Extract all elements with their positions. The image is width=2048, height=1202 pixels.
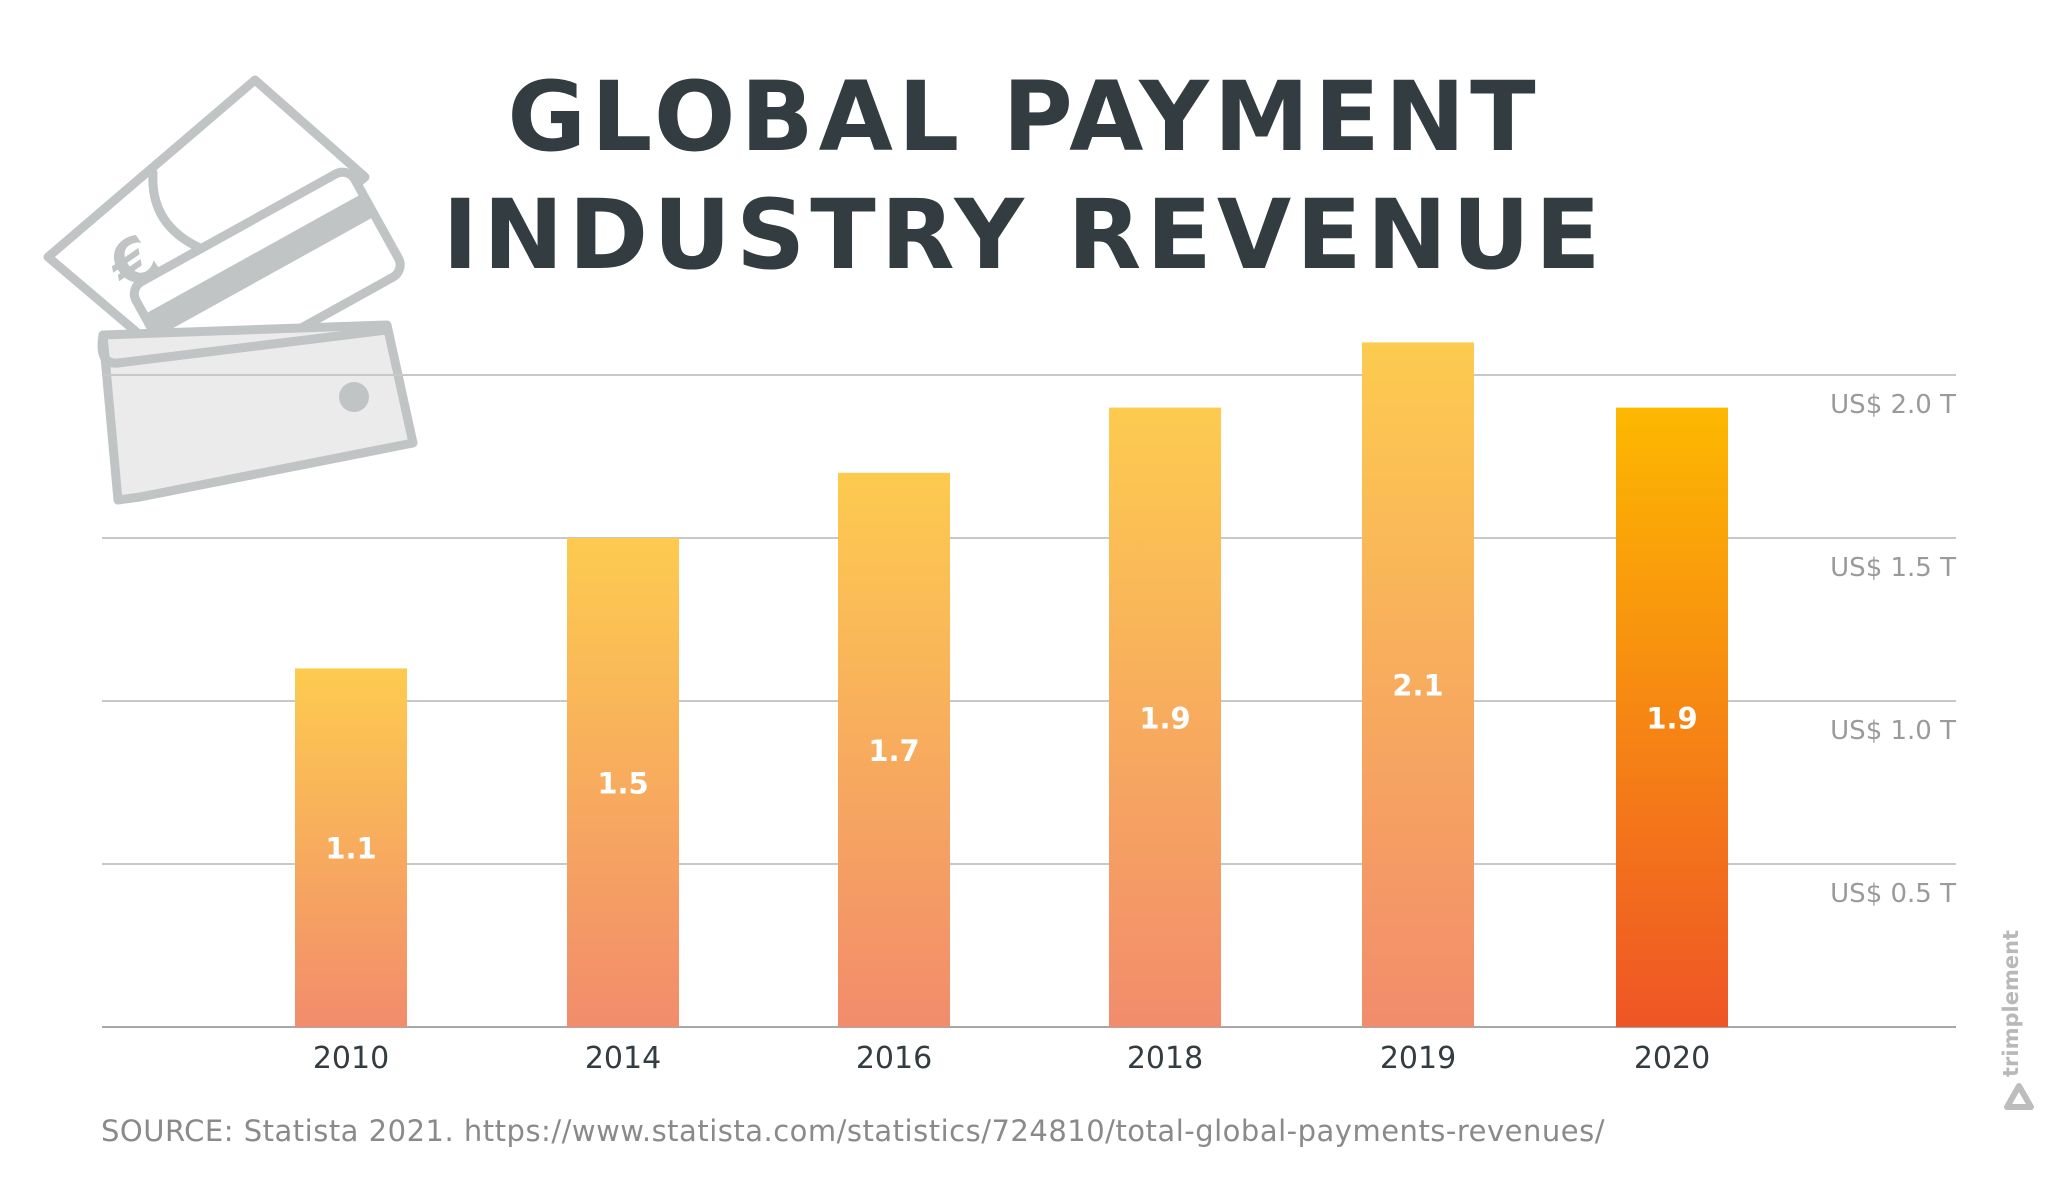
bar-value-label: 1.7 bbox=[868, 734, 919, 768]
logo-text: trimplement bbox=[1999, 929, 2023, 1077]
wallet-card-banknote-icon: € bbox=[43, 75, 418, 505]
x-tick-label: 2018 bbox=[1127, 1041, 1203, 1076]
bar-value-label: 1.9 bbox=[1646, 701, 1697, 735]
source-note: SOURCE: Statista 2021. https://www.stati… bbox=[101, 1114, 1605, 1148]
chart-title: GLOBAL PAYMENT INDUSTRY REVENUE bbox=[0, 58, 2048, 294]
bar-value-label: 1.9 bbox=[1139, 701, 1190, 735]
chart-title-line-1: GLOBAL PAYMENT bbox=[507, 61, 1541, 173]
trimplement-logo-icon bbox=[2004, 1083, 2034, 1110]
x-tick-label: 2014 bbox=[585, 1041, 661, 1076]
y-tick-label: US$ 1.0 T bbox=[1830, 716, 1956, 746]
y-tick-label: US$ 2.0 T bbox=[1830, 390, 1956, 420]
bars bbox=[295, 342, 1728, 1028]
bar-2010 bbox=[295, 668, 407, 1027]
y-tick-label: US$ 1.5 T bbox=[1830, 553, 1956, 583]
bar-2020 bbox=[1616, 407, 1728, 1028]
bar-value-label: 1.5 bbox=[597, 767, 648, 801]
y-tick-label: US$ 0.5 T bbox=[1830, 879, 1956, 909]
x-tick-label: 2019 bbox=[1380, 1041, 1456, 1076]
chart-title-line-2: INDUSTRY REVENUE bbox=[442, 179, 1606, 291]
bar-value-label: 2.1 bbox=[1392, 669, 1443, 703]
bar-2014 bbox=[567, 538, 679, 1027]
bar-value-label: 1.1 bbox=[325, 832, 376, 866]
trimplement-logo: trimplement bbox=[1990, 929, 2034, 1120]
bar-2018 bbox=[1109, 407, 1221, 1028]
labels: US$ 0.5 T US$ 1.0 T US$ 1.5 T US$ 2.0 T 1.1 2… bbox=[313, 390, 1956, 1076]
bar-2016 bbox=[838, 472, 950, 1027]
x-tick-label: 2020 bbox=[1634, 1041, 1710, 1076]
bar-2019 bbox=[1362, 342, 1474, 1027]
x-tick-label: 2010 bbox=[313, 1041, 389, 1076]
x-tick-label: 2016 bbox=[856, 1041, 932, 1076]
